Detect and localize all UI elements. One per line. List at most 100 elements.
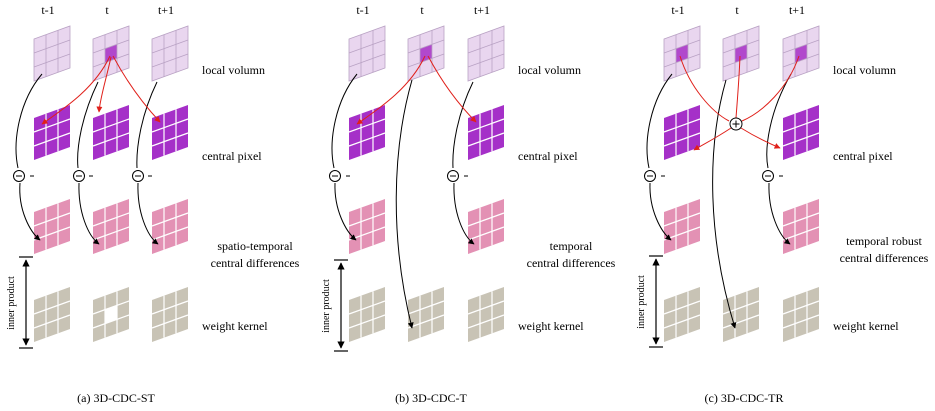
central-difference-tile-body	[468, 199, 504, 254]
arrow-flow	[334, 182, 357, 241]
panel-a: t-1 t t+1 local volumn central pixel spa…	[6, 3, 300, 405]
inner-product-bracket	[649, 255, 663, 348]
grid-line	[407, 39, 445, 54]
local-volume-tile-body	[348, 25, 386, 82]
central-difference-row	[33, 199, 189, 254]
grid-line	[722, 39, 760, 54]
grid-line	[151, 39, 189, 54]
grid-line	[467, 212, 505, 227]
central-difference-tile	[467, 199, 505, 254]
label-local-volume: local volumn	[518, 63, 581, 77]
label-inner-product: inner product	[321, 279, 332, 333]
central-pixel-row	[663, 105, 820, 160]
grid-line	[33, 300, 71, 315]
panel-c: t-1 t t+1 local volumn central pixel tem…	[636, 3, 929, 405]
grid-line	[348, 39, 386, 54]
grid-line	[92, 39, 130, 54]
arrow-center-sum	[679, 55, 730, 122]
local-volume-tile	[348, 25, 386, 82]
label-differences-line2: central differences	[211, 256, 300, 270]
grid-line	[33, 118, 71, 133]
arrow-center-copy	[96, 56, 112, 113]
central-pixel-tile	[92, 105, 130, 160]
subtract-operator	[13, 170, 25, 182]
central-pixel-row	[33, 105, 189, 160]
grid-line	[407, 300, 445, 315]
grid-line	[348, 300, 386, 315]
grid-line	[151, 314, 189, 329]
grid-line	[467, 226, 505, 241]
central-pixel-tile-body	[34, 105, 70, 160]
grid-line	[663, 300, 701, 315]
central-difference-tile-body	[152, 199, 188, 254]
weight-kernel-tile-body	[783, 287, 819, 342]
local-volume-tile-body	[467, 25, 505, 82]
grid-line	[467, 118, 505, 133]
central-difference-tile	[782, 199, 820, 254]
caption-b: (b) 3D-CDC-T	[395, 391, 467, 405]
weight-kernel-tile	[407, 287, 445, 342]
label-central-pixel: central pixel	[833, 149, 893, 163]
arrow-flow	[136, 81, 158, 169]
center-pixel-cell	[676, 44, 688, 63]
weight-kernel-tile	[348, 287, 386, 342]
arrow-center-copy	[427, 55, 477, 123]
local-volume-tile-body	[151, 25, 189, 82]
central-pixel-tile	[348, 105, 386, 160]
frame-label-t-minus-1: t-1	[671, 3, 684, 17]
arrow-flow	[15, 73, 43, 169]
central-pixel-tile	[467, 105, 505, 160]
arrow-flow	[453, 182, 475, 245]
grid-line	[151, 226, 189, 241]
grid-line	[722, 314, 760, 329]
grid-line	[33, 132, 71, 147]
arrow-center-sum	[735, 55, 741, 119]
grid-line	[663, 212, 701, 227]
grid-line	[92, 53, 130, 68]
local-volume-tile-body	[33, 25, 71, 82]
arrow-center-copy	[693, 127, 732, 151]
central-pixel-tile-body	[468, 105, 504, 160]
weight-kernel-row	[33, 287, 189, 342]
arrow-flow	[77, 81, 99, 169]
central-difference-tile-body	[93, 199, 129, 254]
central-difference-tile	[151, 199, 189, 254]
arrow-center-sum	[741, 55, 800, 122]
grid-line	[151, 53, 189, 68]
grid-line	[782, 300, 820, 315]
frame-label-t: t	[735, 3, 739, 17]
arrow-flow	[768, 182, 791, 245]
weight-kernel-tile-body	[468, 287, 504, 342]
weight-kernel-tile-body	[664, 287, 700, 342]
weight-kernel-tile	[782, 287, 820, 342]
grid-line	[663, 118, 701, 133]
grid-line	[348, 132, 386, 147]
weight-kernel-tile-body	[34, 287, 70, 342]
local-volume-tile	[407, 25, 445, 82]
grid-line	[782, 212, 820, 227]
central-difference-tile	[348, 199, 386, 254]
central-difference-tile-body	[664, 199, 700, 254]
label-weight-kernel: weight kernel	[202, 319, 268, 333]
label-differences-line1: temporal	[550, 239, 593, 253]
caption-c: (c) 3D-CDC-TR	[705, 391, 784, 405]
grid-line	[467, 314, 505, 329]
subtract-operator	[762, 170, 774, 182]
grid-line	[348, 314, 386, 329]
local-volume-tile	[92, 25, 130, 82]
grid-line	[33, 314, 71, 329]
label-inner-product: inner product	[636, 275, 647, 329]
frame-label-t-plus-1: t+1	[789, 3, 805, 17]
grid-line	[92, 300, 130, 315]
grid-line	[33, 53, 71, 68]
grid-line	[467, 300, 505, 315]
arrow-flow	[712, 79, 737, 329]
arrow-flow	[395, 79, 414, 329]
arrow-flow	[137, 182, 159, 245]
local-volume-tile	[33, 25, 71, 82]
grid-line	[348, 212, 386, 227]
grid-line	[151, 132, 189, 147]
central-pixel-tile	[663, 105, 701, 160]
weight-kernel-tile-body	[349, 287, 385, 342]
